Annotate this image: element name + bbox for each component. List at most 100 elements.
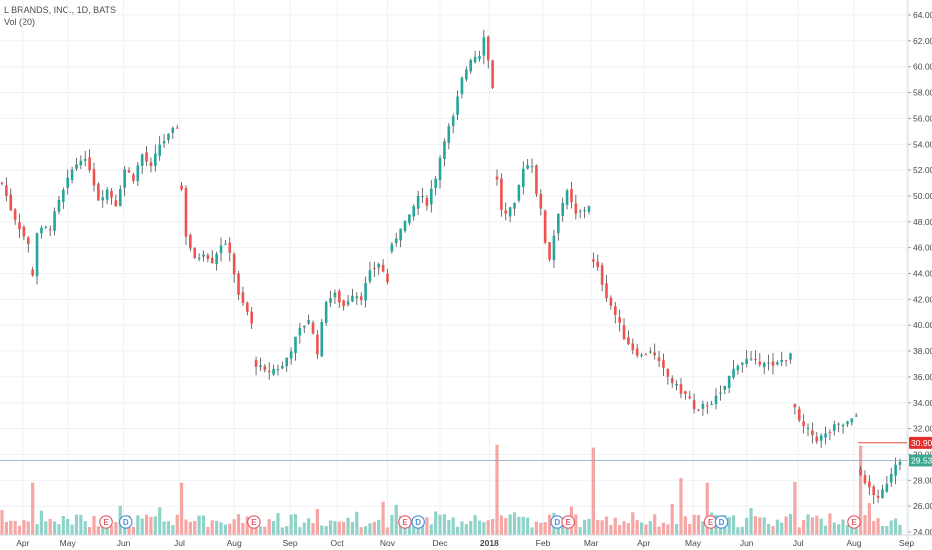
candle-body [692,400,696,410]
volume-bar [679,478,683,535]
x-axis-tick-label: Oct [330,538,344,548]
candle-body [657,357,661,362]
candle-body [784,360,788,362]
volume-bar [683,516,687,535]
volume-bar [425,517,429,535]
volume-bar [92,515,96,535]
volume-bar [583,519,587,535]
candle-body [403,220,407,232]
candle-body [898,461,902,465]
candle-body [88,157,91,171]
candle-body [377,263,381,268]
volume-bar [648,521,652,535]
x-axis-tick-label: 2018 [480,538,499,548]
volume-bar [245,516,249,535]
candle-body [776,362,779,365]
candle-body [885,483,889,492]
candle-body [66,177,70,188]
volume-bar [841,519,845,535]
volume-bar [604,516,609,535]
candle-body [443,141,446,159]
volume-bar [39,510,44,535]
last-price-tag-label: 29.53 [911,456,932,466]
volume-bar [201,515,206,535]
volume-bar [232,519,236,535]
event-marker-letter: D [415,518,421,527]
volume-bar [315,508,319,535]
candle-body [219,245,223,254]
candle-body [276,369,280,371]
candle-body [228,242,232,253]
x-axis-tick-label: May [685,538,702,548]
volume-bar [57,524,61,535]
volume-bar [434,511,438,535]
volume-bar [547,514,552,535]
candle-body [193,248,197,258]
candle-body [35,233,39,277]
x-axis-tick-label: Aug [227,538,242,548]
candle-body [171,127,175,133]
candle-body [324,301,328,323]
candle-body [162,141,166,144]
volume-bar [880,525,885,535]
y-axis-tick-label: 50.00 [913,191,932,201]
candle-body [732,368,735,378]
candle-body [272,368,275,375]
candle-body [70,169,74,181]
candle-body [202,254,205,257]
candle-body [149,162,153,167]
candle-body [548,242,551,260]
event-marker-icon [99,515,113,529]
volume-bar [280,527,284,535]
candle-body [530,166,534,168]
event-marker-icon [411,515,425,529]
candle-body [640,354,643,356]
volume-bar [806,514,810,535]
y-axis-tick-label: 46.00 [913,243,932,253]
volume-bar [289,514,293,535]
candle-body [373,268,376,270]
volume-bar [223,524,228,535]
volume-bar [749,508,753,535]
x-axis-tick-label: Jun [117,538,131,548]
volume-bar [666,524,670,535]
candle-body [741,362,744,365]
volume-bar [109,525,114,535]
volume-bar [451,517,455,535]
event-marker-letter: E [402,518,408,527]
volume-bar [894,518,898,535]
candle-body [486,36,490,61]
candle-body [815,436,819,442]
chart-grid [0,0,908,535]
x-axis[interactable]: Apr May Jun Jul Aug Sep Oct Nov Dec 2018 Feb Mar Apr… [0,534,932,548]
candle-body [123,169,126,188]
candle-body [570,189,573,203]
volume-bar [394,504,398,535]
candle-body [491,60,494,88]
candle-body [364,283,367,301]
volume-bar [311,523,315,535]
volume-bar [88,527,92,535]
candle-body [140,154,144,166]
candle-body [745,358,748,365]
candle-body [136,165,140,182]
candle-body [184,188,188,237]
candle-body [355,296,359,299]
y-axis[interactable]: 64.00 62.00 60.00 58.00 56.00 54.00 52.00 50.00… [907,0,932,550]
volume-bar [70,524,74,535]
candle-body [705,405,709,407]
volume-bar [499,515,503,535]
candle-body [333,292,337,298]
volume-bar [276,513,280,535]
candle-body [504,210,508,214]
candle-body [44,226,48,228]
volume-bar [455,526,460,535]
candle-body [118,189,122,207]
candle-body [635,348,639,356]
candle-body [517,185,521,201]
candle-body [719,392,722,394]
volume-bar [197,515,201,535]
volume-bar [52,521,57,535]
